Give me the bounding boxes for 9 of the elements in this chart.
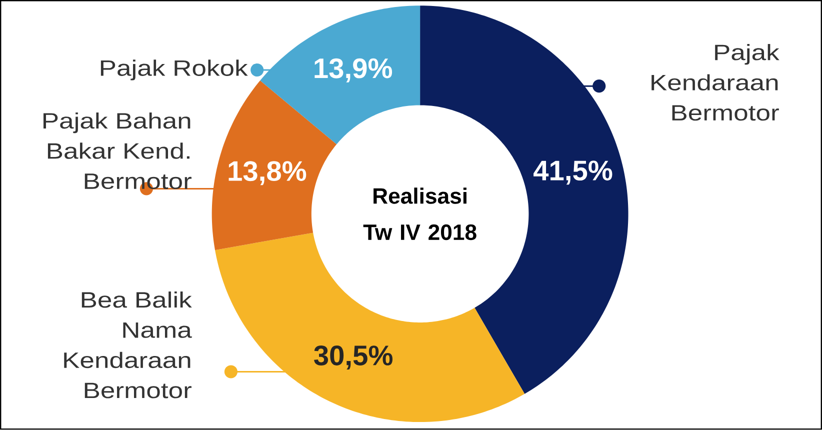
data-label: 13,8% — [228, 161, 306, 186]
slice-label: Pajak Bahan Bakar Kend. Bermotor — [44, 112, 192, 190]
data-label: 30,5% — [314, 346, 392, 370]
slice-label: Pajak Kendaraan Bermotor — [652, 44, 780, 121]
data-label: 41,5% — [534, 160, 612, 185]
text: Realisasi Tw IV 2018 — [363, 188, 476, 240]
legend-label: Pajak Rokok — [100, 60, 248, 80]
slice-label: Bea Balik Nama Kendaraan Bermotor — [64, 292, 192, 398]
data-label: 13,9% — [314, 58, 392, 83]
